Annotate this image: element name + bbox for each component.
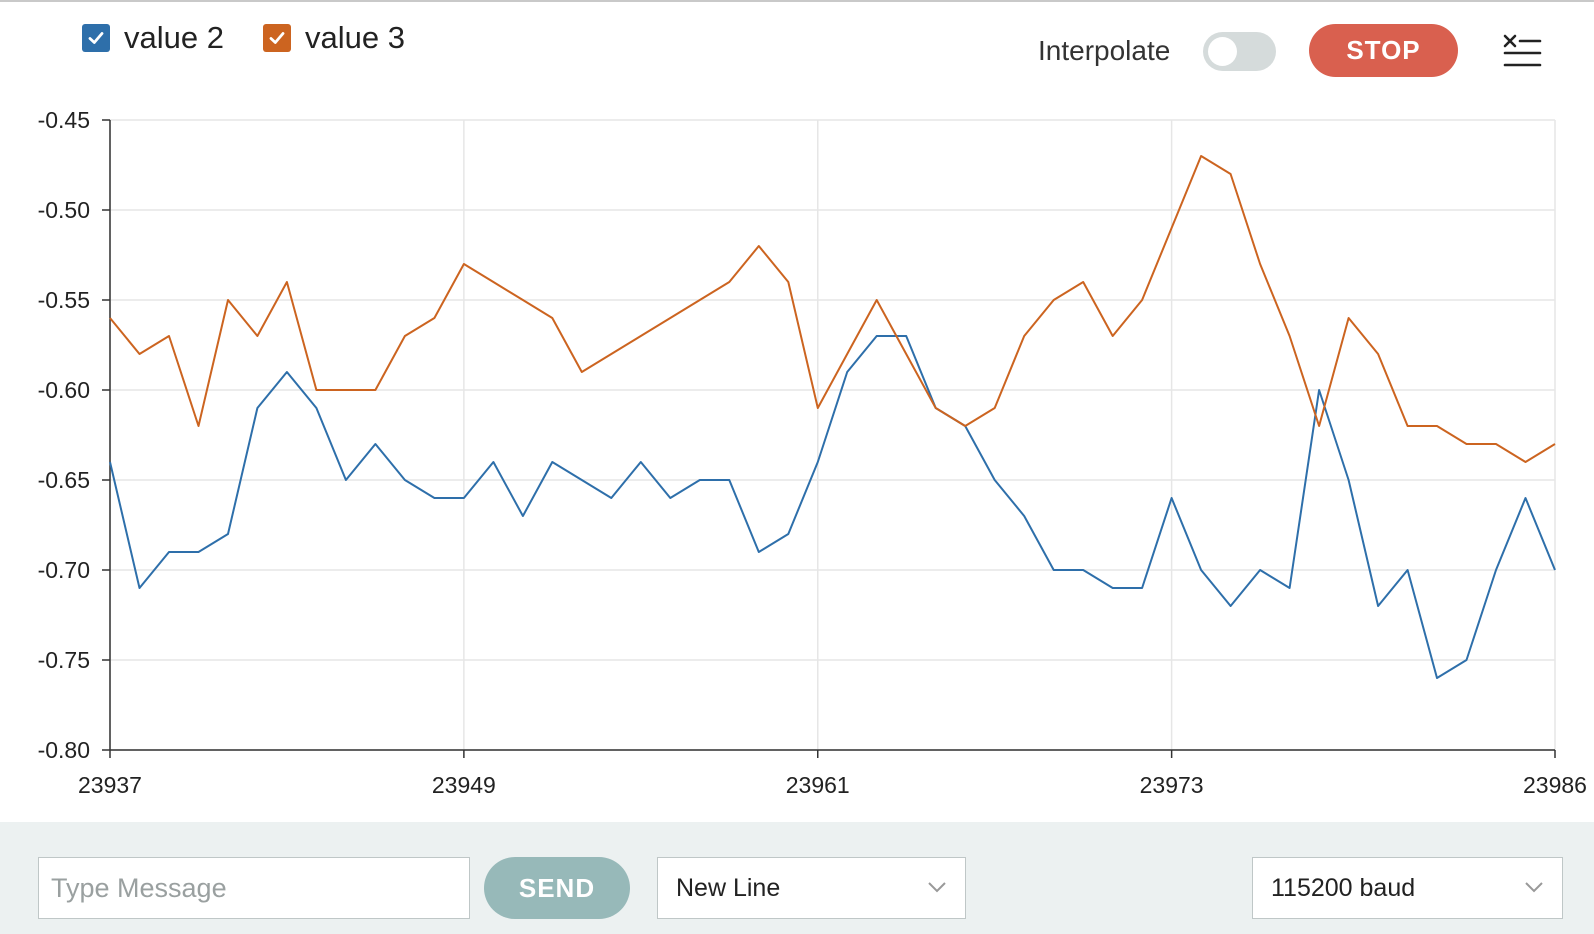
legend-item-value-3[interactable]: value 3: [263, 20, 405, 56]
clear-output-icon[interactable]: [1502, 33, 1542, 69]
checkbox-value-2[interactable]: [82, 24, 110, 52]
send-button[interactable]: SEND: [484, 857, 630, 919]
bottom-toolbar: SEND New Line 115200 baud: [0, 822, 1594, 934]
legend-label-value-3: value 3: [305, 20, 405, 55]
line-ending-select[interactable]: New Line: [657, 857, 966, 919]
line-ending-value: New Line: [676, 873, 781, 902]
y-tick-label: -0.60: [38, 377, 90, 403]
y-tick-label: -0.80: [38, 737, 90, 763]
legend-label-value-2: value 2: [124, 20, 224, 55]
interpolate-toggle[interactable]: [1203, 32, 1276, 71]
toggle-knob: [1208, 37, 1237, 66]
baud-rate-select[interactable]: 115200 baud: [1252, 857, 1563, 919]
y-tick-label: -0.50: [38, 197, 90, 223]
x-tick-label: 23986: [1523, 772, 1587, 798]
y-tick-label: -0.55: [38, 287, 90, 313]
legend-item-value-2[interactable]: value 2: [82, 20, 224, 56]
message-input[interactable]: [38, 857, 470, 919]
y-tick-label: -0.45: [38, 107, 90, 133]
chart-tick-labels: -0.45 -0.50 -0.55 -0.60 -0.65 -0.70 -0.75 -0.80…: [38, 107, 1587, 798]
y-tick-label: -0.70: [38, 557, 90, 583]
chevron-down-icon: [928, 882, 946, 893]
chevron-down-icon: [1525, 882, 1543, 893]
series-line-value-2: [109, 335, 1556, 679]
chart-series: [109, 155, 1556, 679]
interpolate-label: Interpolate: [1038, 35, 1171, 66]
top-border: [0, 0, 1594, 2]
x-tick-label: 23949: [432, 772, 496, 798]
stop-button[interactable]: STOP: [1309, 24, 1458, 77]
check-icon: [88, 32, 104, 44]
baud-rate-value: 115200 baud: [1271, 873, 1416, 902]
series-line-value-3: [109, 155, 1556, 463]
check-icon: [269, 32, 285, 44]
y-tick-label: -0.65: [38, 467, 90, 493]
x-tick-label: 23973: [1140, 772, 1204, 798]
checkbox-value-3[interactable]: [263, 24, 291, 52]
chart-axes: [102, 119, 1556, 758]
x-tick-label: 23961: [786, 772, 850, 798]
y-tick-label: -0.75: [38, 647, 90, 673]
x-tick-label: 23937: [78, 772, 142, 798]
serial-plot-chart: -0.45 -0.50 -0.55 -0.60 -0.65 -0.70 -0.75 -0.80…: [38, 107, 1587, 798]
